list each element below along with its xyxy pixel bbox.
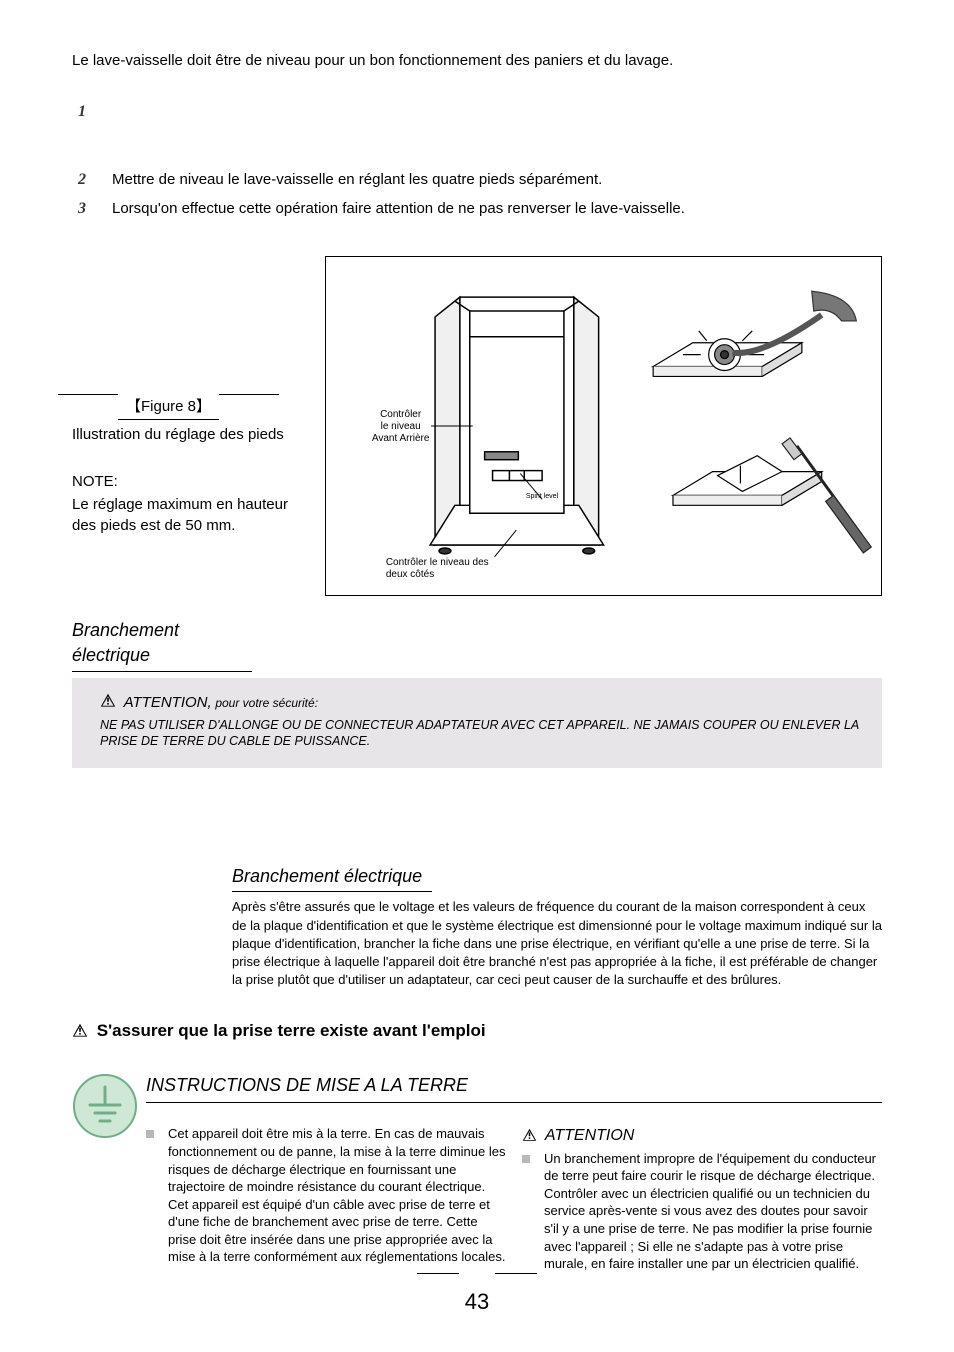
diagram-label-line: deux côtés [386,569,489,581]
ground-check-heading: S'assurer que la prise terre existe avan… [72,1019,882,1043]
tick-mark [495,1273,537,1274]
ground-icon [72,1073,138,1139]
warning-body: NE PAS UTILISER D'ALLONGE OU DE CONNECTE… [100,717,864,751]
grounding-columns: Cet appareil doit être mis à la terre. E… [146,1125,882,1272]
attention-heading: ATTENTION [522,1125,882,1147]
figure-subtitle: Illustration du réglage des pieds [72,424,301,445]
bullet-item: Cet appareil doit être mis à la terre. E… [146,1125,506,1265]
warning-icon [522,1126,537,1139]
diagram-label-line: le niveau [372,421,430,433]
step-item: 3 Lorsqu'on effectue cette opération fai… [78,198,882,220]
grounding-col-right: ATTENTION Un branchement impropre de l'é… [522,1125,882,1272]
tick-mark [417,1273,459,1274]
grounding-right-text: Un branchement impropre de l'équipement … [544,1150,882,1273]
figure-caption-block: 【Figure 8】 Illustration du réglage des p… [72,396,301,536]
diagram-label-line: Avant Arrière [372,433,430,445]
diagram-label-sides: Contrôler le niveau des deux côtés [386,557,489,581]
warning-icon [72,1020,88,1034]
bullet-item: Un branchement impropre de l'équipement … [522,1150,882,1273]
grounding-left-text: Cet appareil doit être mis à la terre. E… [168,1125,506,1265]
figure-diagram: Contrôler le niveau Avant Arrière Spirit… [325,256,882,596]
page-tick-marks [0,1260,954,1280]
step-item: 2 Mettre de niveau le lave-vaisselle en … [78,169,882,191]
grounding-block: INSTRUCTIONS DE MISE A LA TERRE Cet appa… [72,1073,882,1272]
warning-box: ATTENTION, pour votre sécurité: NE PAS U… [72,678,882,769]
warning-subtitle: pour votre sécurité: [215,696,318,710]
electrical-section-2: Branchement électrique Après s'être assu… [232,864,882,989]
page-number: 43 [0,1287,954,1318]
step-number: 3 [78,198,112,220]
grounding-content: INSTRUCTIONS DE MISE A LA TERRE Cet appa… [146,1073,882,1272]
diagram-label-line: Contrôler le niveau des [386,557,489,569]
note-label: NOTE: [72,471,301,492]
section-title-electrical: Branchement électrique [72,618,252,671]
section-title-electrical-2: Branchement électrique [232,864,432,892]
step-text: Mettre de niveau le lave-vaisselle en ré… [112,169,882,190]
electrical-section: Branchement électrique ATTENTION, pour v… [72,618,882,768]
figure-row: 【Figure 8】 Illustration du réglage des p… [72,256,882,596]
electrical-body: Après s'être assurés que le voltage et l… [232,898,882,989]
step-number: 2 [78,169,112,191]
grounding-col-left: Cet appareil doit être mis à la terre. E… [146,1125,506,1272]
figure-caption: 【Figure 8】 [118,396,219,420]
intro-text: Le lave-vaisselle doit être de niveau po… [72,50,882,71]
diagram-label-spirit-level: Spirit level [526,493,558,501]
warning-title: ATTENTION, [124,694,212,711]
attention-title: ATTENTION [545,1127,634,1144]
step-item: 1 [78,101,882,123]
warning-icon [100,693,116,707]
note-text: des pieds est de 50 mm. [72,515,301,536]
warning-heading: ATTENTION, pour votre sécurité: [100,692,864,713]
step-text: Lorsqu'on effectue cette opération faire… [112,198,882,219]
square-bullet-icon [522,1155,530,1163]
diagram-label-front-back: Contrôler le niveau Avant Arrière [372,409,430,445]
steps-list: 1 2 Mettre de niveau le lave-vaisselle e… [78,101,882,220]
grounding-title: INSTRUCTIONS DE MISE A LA TERRE [146,1073,882,1103]
diagram-label-line: Contrôler [372,409,430,421]
step-number: 1 [78,101,112,123]
ground-check-text: S'assurer que la prise terre existe avan… [97,1021,486,1040]
note-text: Le réglage maximum en hauteur [72,494,301,515]
square-bullet-icon [146,1130,154,1138]
